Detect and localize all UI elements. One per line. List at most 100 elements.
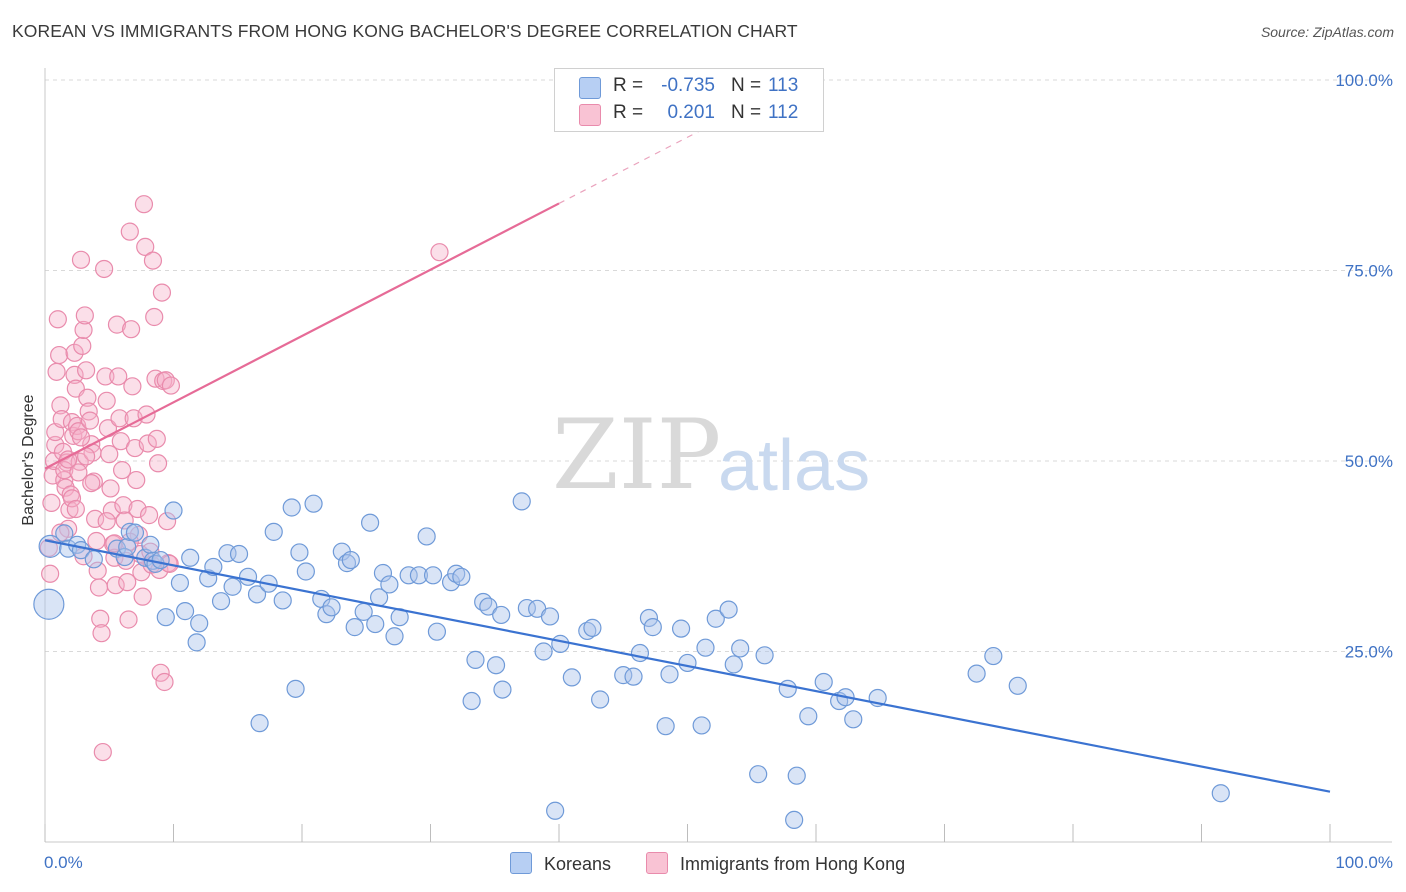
hongkong-point [82,473,101,493]
hongkong-point [87,531,106,551]
x-tick-label-0: 0.0% [44,853,83,872]
hongkong-trendline-extension [558,67,823,204]
korean-point [578,621,597,641]
hongkong-point [71,428,91,447]
korean-point [787,766,806,785]
korean-point [844,710,863,729]
legend-item-koreans[interactable]: Koreans [510,852,611,875]
korean-point [624,667,643,686]
hongkong-point [157,512,177,531]
korean-point [170,573,190,593]
hongkong-point [107,315,127,334]
korean-point [643,618,662,637]
r-value: 0.201 [667,102,715,123]
hongkong-point [62,489,82,508]
korean-point [417,527,436,546]
hongkong-point [128,499,147,519]
koreans-swatch [579,77,601,99]
korean-point [366,614,385,634]
korean-point [190,614,209,633]
korean-points [33,492,1230,830]
korean-point [512,492,531,511]
korean-point [304,494,323,513]
hongkong-point [145,307,164,327]
hongkong-point [118,573,137,592]
hongkong-point [156,371,175,390]
korean-point [290,543,309,562]
hongkong-point [147,429,166,449]
hongkong-point [39,538,58,557]
hongkong-legend-swatch [646,852,668,874]
hongkong-point [106,576,125,595]
hongkong-point [80,411,100,430]
hongkong-point [43,466,62,485]
korean-point [1211,784,1230,803]
y-tick-label-1: 50.0% [1345,452,1393,471]
korean-point [120,522,139,541]
korean-point [671,619,691,638]
korean-point [724,655,743,674]
korean-point [462,691,481,711]
hongkong-point [139,506,159,525]
n-value: 112 [768,102,799,123]
korean-point [164,501,183,520]
hongkong-point [91,609,110,628]
koreans-legend-swatch [510,852,532,874]
hongkong-point [134,195,154,214]
hongkong-points [39,195,449,762]
korean-point [156,608,175,627]
korean-point [466,650,485,669]
korean-point [385,627,404,646]
hongkong-point [97,512,116,531]
korean-point [282,498,301,517]
korean-point [799,707,818,726]
korean-point [583,618,602,637]
hongkong-point [96,367,115,386]
hongkong-point [101,479,120,498]
hongkong-point [93,742,112,762]
korean-point [181,548,200,567]
n-label: N = [731,75,762,96]
korean-point [719,600,738,619]
korean-point [322,598,341,617]
korean-point [517,598,536,618]
korean-point [778,679,797,698]
hongkong-point [47,362,66,381]
hongkong-point [148,454,168,473]
korean-point [984,646,1003,666]
korean-point [399,566,418,585]
trend-layer [44,67,1331,793]
korean-point [749,765,768,784]
korean-point [731,639,750,658]
legend-item-hongkong[interactable]: Immigrants from Hong Kong [646,852,905,875]
hongkong-point [71,250,91,269]
hongkong-trendline [44,202,560,470]
korean-point [678,653,697,673]
korean-point [273,591,292,610]
hongkong-point [152,283,172,302]
hongkong-point [136,237,155,256]
hongkong-point [132,563,151,582]
y-tick-label-0: 25.0% [1345,643,1393,662]
r-value: -0.735 [661,75,715,96]
korean-point [296,562,315,581]
hongkong-point [86,509,105,529]
stats-box: R = -0.735 N = 113 R = 0.201 N = 112 [554,68,824,132]
korean-point [341,550,360,570]
hongkong-swatch [579,104,601,126]
hongkong-point [102,501,121,520]
korean-point [229,544,249,564]
korean-point [540,607,560,626]
korean-point [660,665,679,684]
korean-point [33,588,65,620]
hongkong-point [151,663,170,682]
korean-point [151,550,170,570]
y-axis-label: Bachelor's Degree [20,394,37,525]
korean-point [562,668,581,687]
korean-point [247,585,267,604]
grid-layer [45,79,1392,652]
korean-point [380,575,399,594]
korean-point [141,535,160,554]
korean-point [692,716,711,735]
hongkong-point [121,320,141,339]
